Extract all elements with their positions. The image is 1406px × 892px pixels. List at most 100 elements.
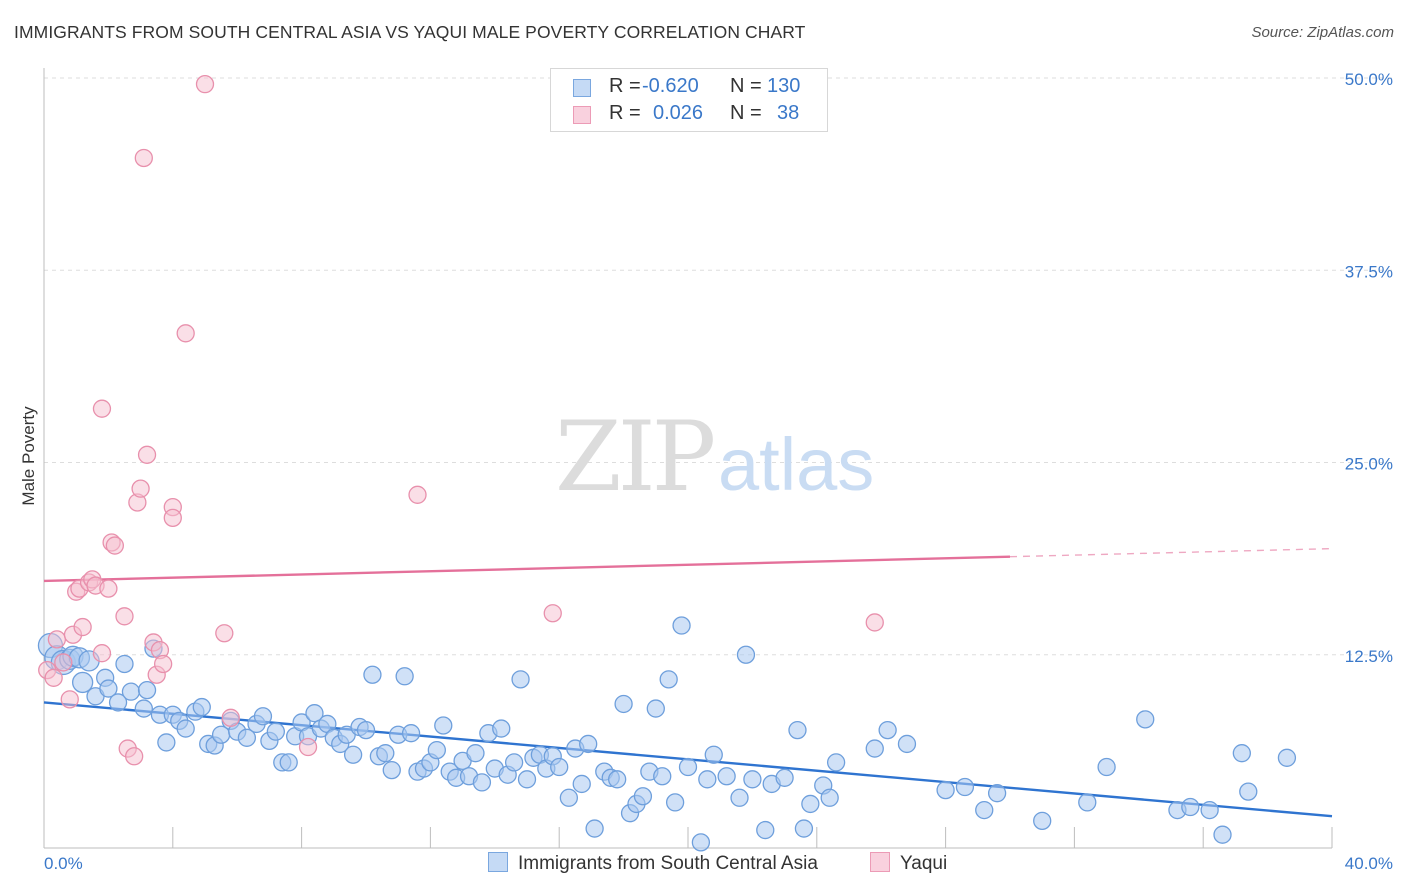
point-immigrants: [955, 777, 975, 797]
point-immigrants: [99, 679, 118, 698]
trend-line-yaqui-dashed: [1009, 547, 1333, 558]
point-yaqui: [99, 579, 118, 598]
point-immigrants: [176, 719, 195, 738]
point-immigrants: [559, 788, 579, 807]
x-tick-label: 0.0%: [44, 854, 83, 873]
point-immigrants: [237, 728, 257, 747]
point-immigrants: [794, 819, 814, 838]
point-immigrants: [115, 654, 134, 674]
point-yaqui: [60, 690, 79, 709]
point-immigrants: [614, 694, 633, 714]
point-yaqui: [215, 624, 234, 643]
point-immigrants: [492, 719, 511, 738]
point-immigrants: [826, 753, 846, 772]
point-immigrants: [736, 645, 756, 664]
y-tick-label: 25.0%: [1345, 455, 1393, 474]
point-immigrants: [121, 682, 141, 701]
point-immigrants: [1181, 797, 1200, 817]
legend-label: Immigrants from South Central Asia: [518, 853, 818, 874]
point-immigrants: [975, 800, 994, 820]
point-yaqui: [865, 613, 884, 632]
point-immigrants: [572, 774, 591, 794]
pink-swatch-icon: [870, 852, 890, 872]
n-label: N =: [730, 75, 762, 97]
point-immigrants: [756, 820, 775, 840]
r-label: R =: [609, 75, 641, 97]
point-yaqui: [176, 324, 195, 343]
point-immigrants: [585, 819, 604, 838]
legend-label: Yaqui: [900, 853, 948, 874]
point-immigrants: [356, 720, 376, 740]
point-immigrants: [678, 757, 698, 777]
point-yaqui: [195, 75, 215, 94]
point-immigrants: [865, 739, 884, 758]
point-immigrants: [253, 707, 273, 726]
point-immigrants: [305, 704, 324, 723]
point-yaqui: [221, 708, 240, 727]
stats-legend: R = -0.620 N = 130 R = 0.026 N = 38: [550, 68, 828, 132]
point-immigrants: [192, 697, 211, 717]
point-immigrants: [801, 794, 820, 814]
point-immigrants: [266, 722, 285, 741]
point-yaqui: [125, 747, 144, 766]
point-yaqui: [131, 479, 150, 498]
data-points: [37, 75, 1297, 852]
point-immigrants: [730, 788, 749, 807]
point-immigrants: [704, 745, 723, 764]
point-immigrants: [653, 767, 672, 786]
blue-swatch-icon: [488, 852, 508, 872]
point-immigrants: [427, 740, 446, 760]
point-immigrants: [517, 770, 537, 789]
point-immigrants: [504, 753, 524, 772]
n-value: 130: [767, 75, 801, 97]
y-tick-label: 12.5%: [1345, 647, 1393, 666]
point-immigrants: [1200, 800, 1219, 820]
point-immigrants: [788, 720, 807, 740]
watermark-atlas: atlas: [718, 423, 874, 506]
point-immigrants: [698, 770, 717, 789]
chart-title: IMMIGRANTS FROM SOUTH CENTRAL ASIA VS YA…: [14, 22, 806, 42]
point-immigrants: [717, 767, 736, 786]
legend-item-yaqui: Yaqui: [870, 852, 947, 875]
tick-labels: 12.5% 25.0% 37.5% 50.0% 0.0% 40.0% Male Povert…: [19, 70, 1393, 873]
point-immigrants: [1239, 782, 1258, 801]
n-value: 38: [777, 102, 800, 124]
trend-line-yaqui: [43, 555, 1011, 583]
point-immigrants: [382, 760, 401, 780]
point-yaqui: [92, 399, 112, 418]
point-immigrants: [608, 770, 627, 789]
point-immigrants: [1033, 811, 1052, 831]
source-label: Source: ZipAtlas.com: [1251, 24, 1394, 41]
point-immigrants: [395, 667, 414, 686]
y-tick-label: 37.5%: [1345, 262, 1393, 281]
point-immigrants: [137, 680, 157, 700]
point-yaqui: [73, 617, 92, 637]
point-yaqui: [163, 508, 182, 528]
point-immigrants: [691, 833, 711, 852]
blue-swatch-icon: [573, 79, 591, 97]
point-immigrants: [775, 768, 794, 787]
point-immigrants: [279, 753, 298, 772]
point-immigrants: [1277, 748, 1297, 767]
axes: [43, 68, 1333, 849]
point-yaqui: [44, 668, 63, 687]
point-immigrants: [157, 733, 176, 752]
r-value: -0.620: [642, 75, 699, 97]
point-yaqui: [298, 737, 318, 757]
point-yaqui: [543, 604, 562, 623]
point-yaqui: [47, 630, 67, 649]
point-immigrants: [659, 670, 678, 689]
point-immigrants: [401, 724, 421, 743]
point-immigrants: [665, 793, 685, 812]
r-label: R =: [609, 102, 641, 124]
point-yaqui: [92, 644, 112, 663]
legend-item-immigrants: Immigrants from South Central Asia: [488, 852, 818, 875]
point-immigrants: [820, 788, 839, 807]
point-immigrants: [363, 665, 382, 684]
point-immigrants: [466, 744, 485, 763]
point-immigrants: [511, 670, 530, 689]
r-value: 0.026: [653, 102, 704, 124]
point-immigrants: [987, 784, 1007, 803]
point-immigrants: [672, 616, 691, 635]
